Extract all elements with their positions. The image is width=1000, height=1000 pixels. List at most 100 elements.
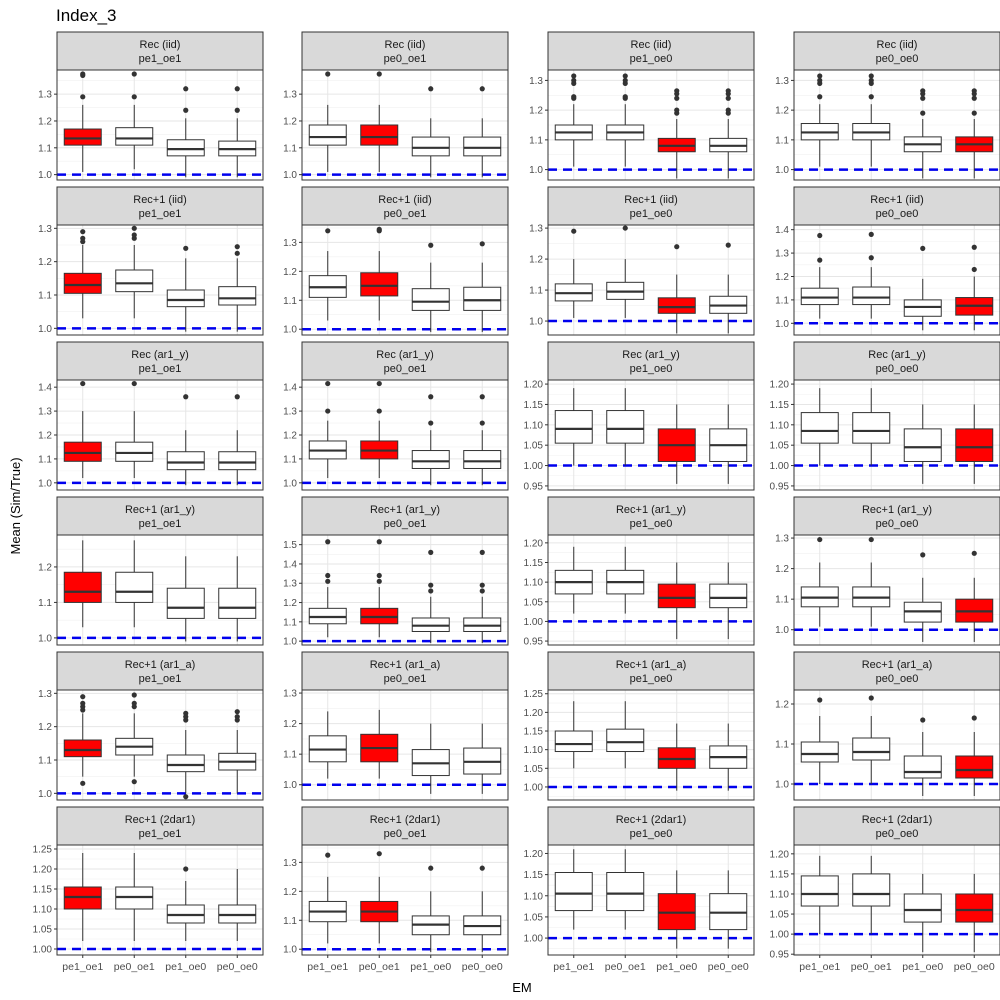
y-tick-label: 1.20	[524, 380, 544, 391]
box-iqr	[606, 728, 645, 753]
y-tick-label: 1.05	[770, 910, 790, 921]
y-tick-label: 1.3	[283, 579, 297, 590]
outlier-point	[325, 228, 331, 234]
facet-strip-title: Rec (iid)	[877, 39, 918, 51]
y-tick-label: 1.1	[529, 135, 543, 146]
outlier-point	[234, 244, 240, 250]
y-tick-label: 1.20	[770, 849, 790, 860]
facet-strip-subtitle: pe1_oe0	[630, 208, 673, 220]
box-iqr	[63, 272, 102, 294]
facet-strip-subtitle: pe1_oe1	[139, 208, 182, 220]
box-pe1_oe0	[411, 86, 450, 178]
y-tick-label: 1.5	[283, 540, 297, 551]
y-tick-label: 1.00	[770, 930, 790, 941]
facet-strip	[793, 31, 1000, 71]
facet-strip-title: Rec+1 (2dar1)	[370, 814, 441, 826]
box-pe0_oe0	[218, 709, 257, 794]
facet-strip-title: Rec+1 (iid)	[133, 194, 187, 206]
box-pe0_oe0	[463, 394, 502, 486]
facet-strip-subtitle: pe0_oe0	[876, 673, 919, 685]
box-pe1_oe0	[657, 723, 696, 791]
y-tick-label: 1.20	[770, 380, 790, 391]
facet-strip-title: Rec+1 (2dar1)	[125, 814, 196, 826]
box-iqr	[852, 286, 891, 306]
outlier-point	[234, 107, 240, 113]
y-tick-label: 1.2	[775, 106, 789, 117]
y-tick-label: 1.2	[775, 564, 789, 575]
box-pe1_oe0	[657, 244, 696, 334]
box-iqr	[63, 441, 102, 462]
outlier-point	[571, 73, 577, 79]
box-pe1_oe1	[800, 697, 839, 784]
panel-border	[547, 689, 755, 801]
facet-strip-title: Rec+1 (2dar1)	[616, 814, 687, 826]
y-tick-label: 1.4	[283, 383, 297, 394]
outlier-point	[622, 77, 628, 84]
panel-border	[301, 689, 509, 801]
facet-strip-subtitle: pe1_oe0	[630, 53, 673, 65]
facet-panel: Rec+1 (ar1_y) pe1_oe0 0.95 1.00 1.05 1.10 1.15…	[524, 496, 755, 648]
y-tick-label: 1.4	[283, 559, 297, 570]
outlier-point	[479, 86, 485, 92]
y-tick-label: 1.00	[524, 617, 544, 628]
facet-panel: Rec+1 (2dar1) pe1_oe0 1.00 1.05 1.10 1.15 1.20…	[524, 806, 755, 973]
y-tick-label: 1.00	[524, 934, 544, 945]
outlier-point	[376, 539, 382, 545]
y-tick-label: 1.15	[524, 727, 544, 738]
y-tick-label: 1.3	[283, 407, 297, 418]
box-iqr	[554, 730, 593, 753]
x-tick-label: pe0_oe1	[114, 961, 155, 973]
box-iqr	[800, 875, 839, 907]
y-tick-label: 1.1	[38, 291, 52, 302]
box-pe0_oe1	[852, 855, 891, 935]
outlier-point	[920, 95, 926, 101]
facet-strip-subtitle: pe0_oe1	[384, 828, 427, 840]
box-iqr	[166, 587, 205, 619]
outlier-point	[868, 695, 874, 701]
outlier-point	[234, 394, 240, 400]
facet-panel: Rec (iid) pe1_oe0 1.0 1.1 1.2 1.3	[529, 31, 755, 181]
facet-strip-subtitle: pe0_oe0	[876, 518, 919, 530]
y-tick-label: 1.3	[283, 858, 297, 869]
box-pe0_oe0	[463, 865, 502, 953]
box-iqr	[411, 450, 450, 469]
box-pe0_oe1	[606, 849, 645, 930]
box-pe1_oe0	[411, 242, 450, 333]
facet-strip-title: Rec+1 (iid)	[870, 194, 924, 206]
y-tick-label: 0.95	[770, 950, 790, 961]
panel-border	[547, 69, 755, 181]
box-iqr	[308, 124, 347, 146]
y-tick-label: 1.10	[770, 889, 790, 900]
outlier-point	[920, 110, 926, 116]
box-pe0_oe0	[709, 562, 748, 640]
facet-panel: Rec+1 (ar1_y) pe0_oe1 1.0 1.1 1.2 1.3 1.4 1.5	[283, 496, 509, 648]
box-pe1_oe1	[63, 853, 102, 941]
box-iqr	[411, 288, 450, 311]
facet-strip-title: Rec (iid)	[140, 39, 181, 51]
outlier-point	[479, 865, 485, 871]
outlier-point	[183, 86, 189, 92]
x-tick-label: pe0_oe0	[462, 961, 503, 973]
box-pe0_oe0	[709, 88, 748, 179]
y-tick-label: 1.15	[524, 870, 544, 881]
box-iqr	[709, 583, 748, 609]
y-tick-label: 1.0	[283, 945, 297, 956]
y-tick-label: 1.00	[524, 461, 544, 472]
outlier-point	[674, 107, 680, 113]
outlier-point	[868, 77, 874, 84]
box-pe1_oe1	[63, 71, 102, 172]
x-tick-label: pe0_oe0	[708, 961, 749, 973]
y-tick-label: 1.15	[524, 558, 544, 569]
facet-panel: Rec+1 (iid) pe0_oe0 1.0 1.1 1.2 1.3 1.4	[775, 186, 1000, 336]
facet-strip-title: Rec+1 (ar1_y)	[862, 504, 932, 516]
facet-strip-subtitle: pe0_oe1	[384, 673, 427, 685]
chart-title: Index_3	[56, 6, 117, 25]
outlier-point	[80, 780, 86, 786]
x-tick-label: pe0_oe0	[954, 961, 995, 973]
box-iqr	[903, 893, 942, 923]
box-iqr	[463, 450, 502, 469]
box-pe0_oe1	[606, 701, 645, 769]
box-pe1_oe0	[411, 723, 450, 794]
box-pe0_oe1	[115, 540, 154, 628]
